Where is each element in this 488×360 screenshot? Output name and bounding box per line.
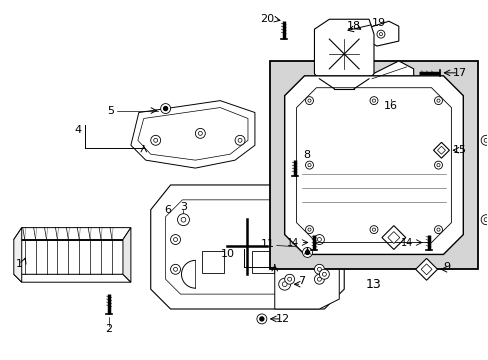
Polygon shape xyxy=(122,228,131,282)
Circle shape xyxy=(369,226,377,234)
Text: 17: 17 xyxy=(452,68,467,78)
Circle shape xyxy=(181,217,185,222)
Circle shape xyxy=(317,267,321,271)
Bar xyxy=(251,251,273,273)
Polygon shape xyxy=(433,142,448,158)
Circle shape xyxy=(305,96,313,105)
Text: 18: 18 xyxy=(346,21,361,31)
Text: 15: 15 xyxy=(451,145,466,155)
Polygon shape xyxy=(314,19,373,89)
Text: 6: 6 xyxy=(164,205,171,215)
Circle shape xyxy=(170,264,180,274)
Polygon shape xyxy=(368,61,413,99)
Text: 13: 13 xyxy=(366,278,381,291)
Circle shape xyxy=(282,282,286,287)
Text: 11: 11 xyxy=(260,239,274,249)
Polygon shape xyxy=(14,239,122,274)
Circle shape xyxy=(305,251,309,255)
Circle shape xyxy=(436,163,439,167)
Circle shape xyxy=(287,277,291,281)
Circle shape xyxy=(235,135,244,145)
Text: 3: 3 xyxy=(180,202,186,212)
Text: 9: 9 xyxy=(442,262,449,272)
Circle shape xyxy=(305,161,313,169)
Circle shape xyxy=(319,269,328,279)
Text: 16: 16 xyxy=(383,100,397,111)
Circle shape xyxy=(483,138,487,142)
Text: 12: 12 xyxy=(275,314,289,324)
Text: 10: 10 xyxy=(221,249,235,260)
Polygon shape xyxy=(284,76,462,255)
Polygon shape xyxy=(387,231,399,243)
Circle shape xyxy=(307,99,310,102)
Circle shape xyxy=(161,104,170,113)
Text: 1: 1 xyxy=(16,259,23,269)
Circle shape xyxy=(317,238,321,242)
Circle shape xyxy=(483,218,487,222)
Circle shape xyxy=(314,264,324,274)
Circle shape xyxy=(198,131,202,135)
Circle shape xyxy=(163,107,167,111)
Circle shape xyxy=(177,214,189,226)
Polygon shape xyxy=(274,255,339,309)
Text: 8: 8 xyxy=(303,150,309,160)
Circle shape xyxy=(480,215,488,225)
Text: 4: 4 xyxy=(75,125,81,135)
Polygon shape xyxy=(150,185,344,309)
Text: 19: 19 xyxy=(371,18,385,28)
Polygon shape xyxy=(14,228,131,239)
Polygon shape xyxy=(381,226,405,249)
Bar xyxy=(202,251,224,273)
Circle shape xyxy=(314,235,324,244)
Circle shape xyxy=(379,32,382,36)
Circle shape xyxy=(436,228,439,231)
Circle shape xyxy=(480,135,488,145)
Circle shape xyxy=(307,163,310,167)
Circle shape xyxy=(153,138,157,142)
Circle shape xyxy=(317,277,321,281)
Circle shape xyxy=(170,235,180,244)
Circle shape xyxy=(434,226,442,234)
Circle shape xyxy=(376,30,384,38)
Text: 14: 14 xyxy=(286,238,298,248)
Circle shape xyxy=(238,138,242,142)
Text: 7: 7 xyxy=(297,276,305,286)
Circle shape xyxy=(434,161,442,169)
Circle shape xyxy=(259,317,264,321)
Circle shape xyxy=(372,99,375,102)
Polygon shape xyxy=(131,100,254,168)
Text: 5: 5 xyxy=(107,105,114,116)
Circle shape xyxy=(305,226,313,234)
Bar xyxy=(269,61,477,269)
Text: 2: 2 xyxy=(105,324,112,334)
Polygon shape xyxy=(14,274,131,282)
Circle shape xyxy=(369,96,377,105)
Circle shape xyxy=(372,228,375,231)
Circle shape xyxy=(322,272,325,276)
Circle shape xyxy=(173,267,177,271)
Polygon shape xyxy=(415,258,437,280)
Polygon shape xyxy=(420,264,431,275)
Circle shape xyxy=(434,96,442,105)
Circle shape xyxy=(173,238,177,242)
Text: 14: 14 xyxy=(400,238,412,248)
Circle shape xyxy=(307,228,310,231)
Circle shape xyxy=(278,278,290,290)
Circle shape xyxy=(284,274,294,284)
Circle shape xyxy=(314,274,324,284)
Circle shape xyxy=(150,135,161,145)
Text: 20: 20 xyxy=(259,14,273,24)
Polygon shape xyxy=(437,146,445,154)
Polygon shape xyxy=(364,21,398,46)
Circle shape xyxy=(436,99,439,102)
Circle shape xyxy=(195,129,205,138)
Circle shape xyxy=(302,247,312,257)
Polygon shape xyxy=(14,228,21,282)
Circle shape xyxy=(256,314,266,324)
